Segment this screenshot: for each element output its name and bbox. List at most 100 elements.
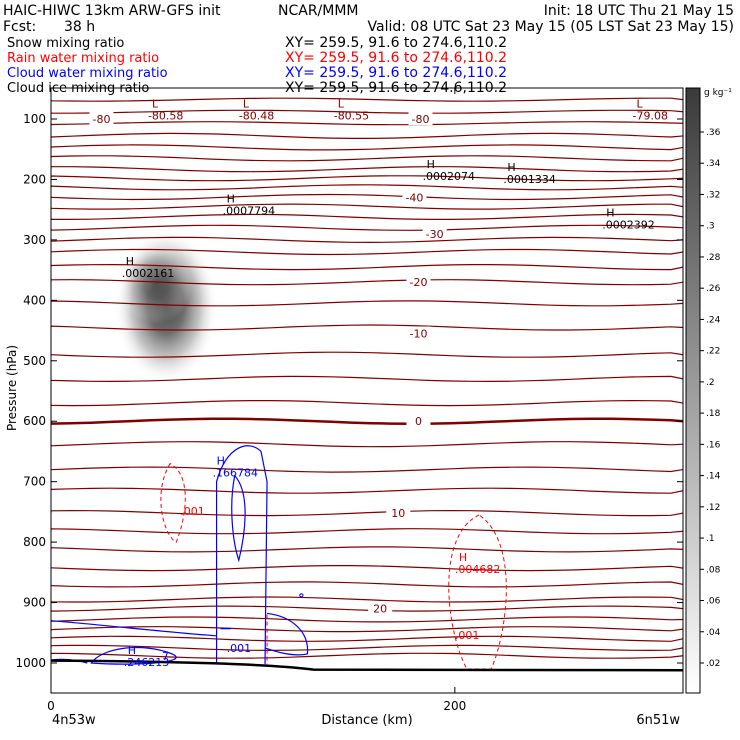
temperature-contours <box>51 97 683 659</box>
temperature-contour-line <box>51 565 683 572</box>
temperature-contour-label: -80 <box>412 113 430 126</box>
extremum-marker-l: L <box>338 98 345 111</box>
contour-value-label: .001 <box>180 505 205 518</box>
ground-surface-line <box>51 659 683 672</box>
temperature-label-background <box>402 190 427 204</box>
cloud-water-column-inner <box>231 474 246 563</box>
temperature-contour-line <box>51 155 683 162</box>
colorbar-tick-label: .2 <box>706 378 715 388</box>
extremum-marker-l: L <box>243 98 250 111</box>
extremum-marker-h: H <box>227 193 235 206</box>
extremum-marker-l: L <box>152 98 159 111</box>
temperature-contour-line <box>51 97 683 102</box>
field-name-rain: Rain water mixing ratio <box>7 51 159 66</box>
valid-time: Valid: 08 UTC Sat 23 May 15 (05 LST Sat … <box>368 19 734 35</box>
extremum-value: .246213 <box>124 656 169 669</box>
extremum-value: .0002074 <box>423 170 476 183</box>
rain-contour-left <box>160 462 186 543</box>
temperature-contour-line <box>51 417 683 425</box>
temperature-contour-line <box>51 248 683 256</box>
temperature-contour-line <box>51 487 683 494</box>
temperature-contour-line <box>51 581 683 588</box>
colorbar-unit: g kg⁻¹ <box>704 88 732 98</box>
y-tick-label: 400 <box>23 293 46 307</box>
colorbar-tick-label: .22 <box>706 347 720 357</box>
colorbar-tick-label: .04 <box>706 628 721 638</box>
init-time: Init: 18 UTC Thu 21 May 15 <box>544 3 734 19</box>
contour-labels: -80 -80-40-30-20-1001020L-80.58L-80.48L-8… <box>89 98 668 669</box>
snow-shading <box>114 228 219 385</box>
extremum-marker-h: H <box>128 644 136 657</box>
colorbar-tick-label: .24 <box>706 315 721 325</box>
temperature-contour-label: 0 <box>415 415 422 428</box>
y-tick-label: 800 <box>23 535 46 549</box>
temperature-contour-line <box>51 466 683 473</box>
forecast-label: Fcst: <box>3 19 36 35</box>
y-tick-label: 200 <box>23 172 46 186</box>
contour-value-label: 7 <box>162 650 169 663</box>
temperature-contour-line <box>51 132 683 139</box>
extremum-marker-h: H <box>459 551 467 564</box>
colorbar-tick-label: .12 <box>706 503 720 513</box>
y-tick-label: 1000 <box>15 656 46 670</box>
colorbar-tick-label: .06 <box>706 597 721 607</box>
field-name-snow: Snow mixing ratio <box>7 36 124 51</box>
x-right-endpoint: 6n51w <box>636 713 680 728</box>
y-tick-label: 900 <box>23 596 46 610</box>
colorbar-tick-label: .16 <box>706 440 721 450</box>
cloud-water-column-outer <box>215 445 268 665</box>
org-label: NCAR/MMM <box>278 3 359 19</box>
y-axis-label: Pressure (hPa) <box>5 345 19 431</box>
plot-frame <box>50 87 684 694</box>
temperature-contour-label: -40 <box>405 192 423 205</box>
temperature-contour-label: -80 <box>92 113 110 126</box>
colorbar-tick-label: .14 <box>706 472 721 482</box>
temperature-contour-line <box>51 616 683 623</box>
temperature-contour-line <box>51 263 683 271</box>
colorbar-tick-label: .36 <box>706 128 721 138</box>
temperature-contour-line <box>51 375 683 383</box>
temperature-contour-line <box>51 175 683 182</box>
y-tick-label: 700 <box>23 475 46 489</box>
temperature-label-background <box>368 601 393 615</box>
x-tick-label: 0 <box>47 699 55 713</box>
cloud-water-speck <box>299 593 304 598</box>
x-axis-label: Distance (km) <box>321 713 412 728</box>
extremum-value: .0001334 <box>503 173 556 186</box>
field-xy-cloud-water: XY= 259.5, 91.6 to 274.6,110.2 <box>285 65 507 81</box>
y-tick-label: 600 <box>23 414 46 428</box>
temperature-contour-line <box>51 279 683 286</box>
temperature-contour-line <box>51 213 683 220</box>
rain-contour-right <box>448 514 507 670</box>
y-tick-label: 300 <box>23 233 46 247</box>
field-xy-snow: XY= 259.5, 91.6 to 274.6,110.2 <box>285 35 507 51</box>
cloud-water-surface-cell <box>90 646 177 665</box>
temperature-contour-label: 10 <box>391 507 405 520</box>
colorbar-tick-label: .02 <box>706 659 720 669</box>
temperature-contour-label: -30 <box>426 228 444 241</box>
temperature-contour-line <box>51 121 683 126</box>
colorbar-tick-label: .32 <box>706 190 720 200</box>
colorbar: g kg⁻¹ .02 .04 .06 .08 .1 .12 .14 .16 .18 .2 .22 .2… <box>685 87 732 694</box>
temperature-contour-line <box>51 144 683 151</box>
extremum-marker-h: H <box>427 158 435 171</box>
temperature-contour-line <box>51 644 683 652</box>
forecast-hours: 38 h <box>64 19 95 35</box>
temperature-contour-line <box>51 596 683 603</box>
colorbar-tick-label: .34 <box>706 159 721 169</box>
extremum-value: -80.48 <box>239 110 274 123</box>
extremum-value: .166784 <box>213 466 259 479</box>
temperature-contour-line <box>51 626 683 633</box>
colorbar-ramp <box>685 87 701 694</box>
temperature-contour-line <box>51 652 683 659</box>
x-axis: 0 200 <box>47 88 466 713</box>
extremum-marker-h: H <box>126 255 134 268</box>
colorbar-tick-label: .18 <box>706 409 721 419</box>
extremum-marker-h: H <box>606 207 614 220</box>
extremum-value: .0007794 <box>223 205 276 218</box>
x-left-endpoint: 4n53w <box>52 713 96 728</box>
ground-line <box>51 659 683 672</box>
temperature-contour-line <box>51 166 683 173</box>
